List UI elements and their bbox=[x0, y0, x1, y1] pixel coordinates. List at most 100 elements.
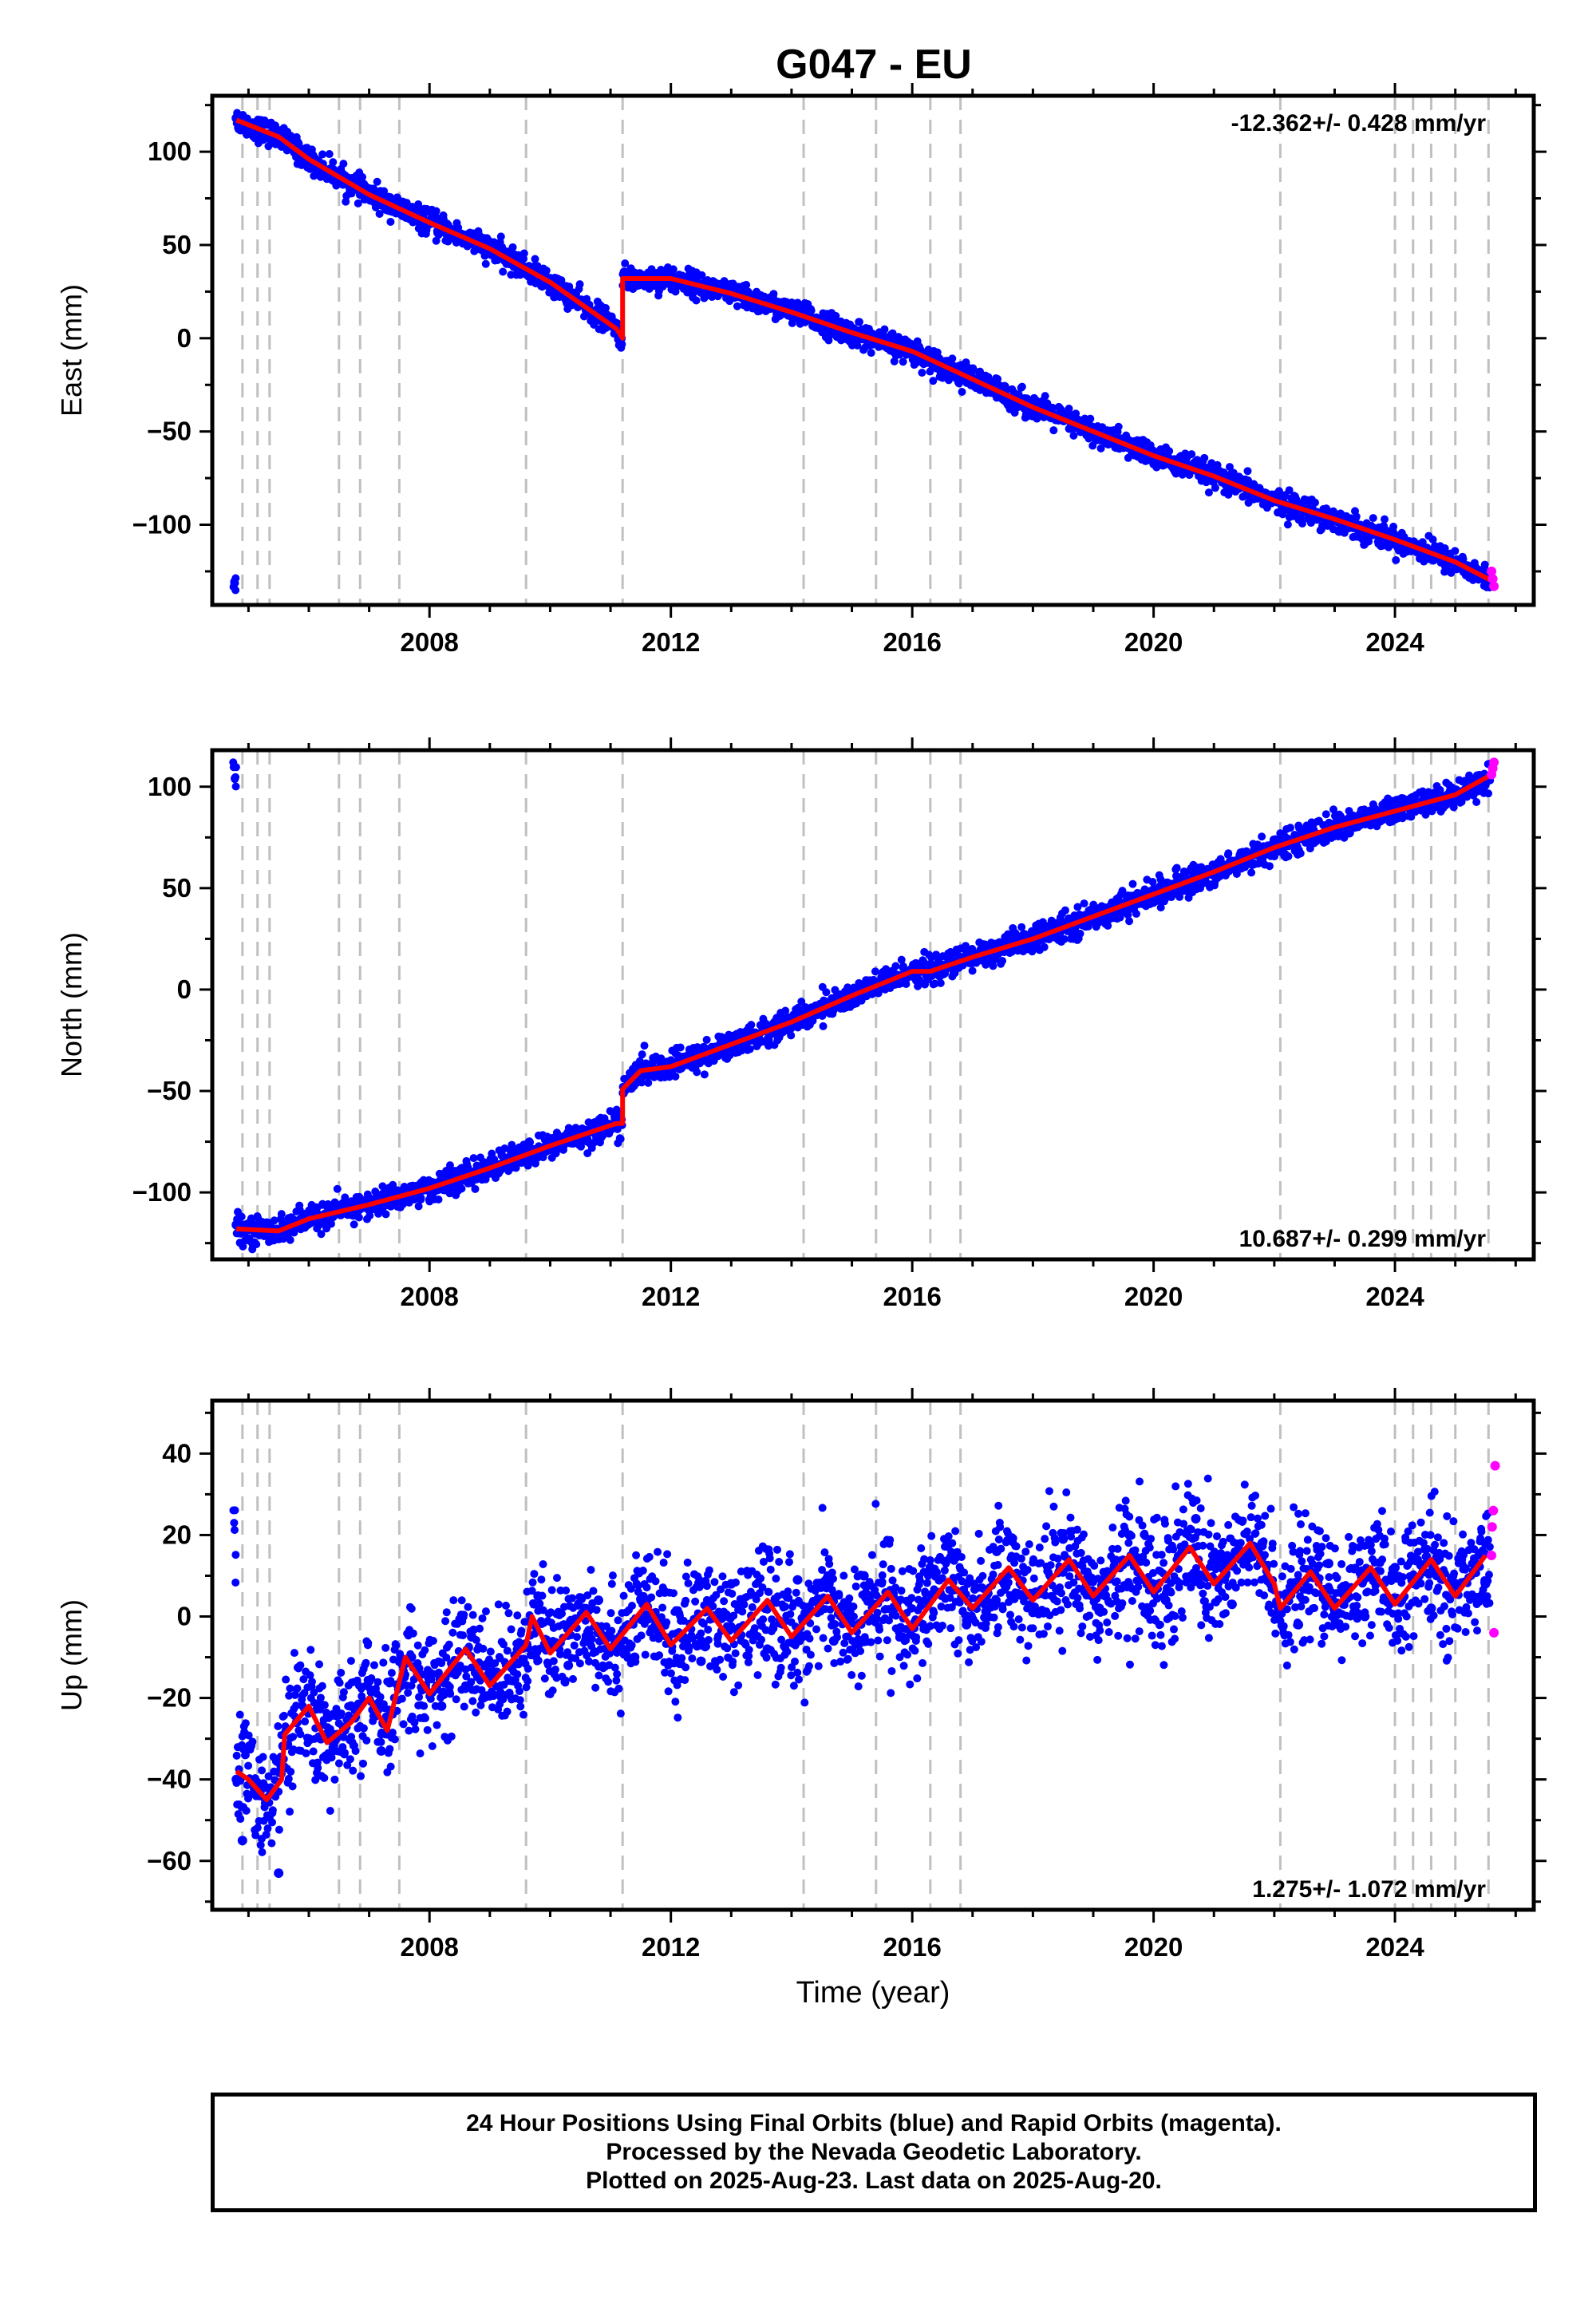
final-point bbox=[1124, 1530, 1135, 1540]
rapid-point bbox=[1489, 1627, 1499, 1638]
x-tick-label: 2008 bbox=[401, 1932, 459, 1962]
final-point bbox=[1294, 1619, 1304, 1630]
y-tick-label: −60 bbox=[147, 1846, 192, 1875]
x-tick-label: 2012 bbox=[642, 627, 700, 657]
final-point bbox=[231, 1774, 242, 1784]
x-tick-label: 2012 bbox=[642, 1932, 700, 1962]
plot-frame-north bbox=[210, 748, 1536, 1262]
y-tick-label: −50 bbox=[147, 1076, 192, 1105]
final-point bbox=[1094, 1603, 1104, 1614]
rapid-point bbox=[1490, 1460, 1500, 1471]
y-tick-label: −100 bbox=[132, 1177, 192, 1207]
y-axis-label-north: North (mm) bbox=[55, 932, 88, 1077]
final-point bbox=[1360, 1611, 1370, 1622]
final-point bbox=[1390, 1563, 1400, 1573]
x-tick-label: 2016 bbox=[883, 1932, 941, 1962]
x-tick-label: 2016 bbox=[883, 627, 941, 657]
y-tick-label: −40 bbox=[147, 1765, 192, 1794]
x-tick-label: 2020 bbox=[1124, 627, 1183, 657]
final-point bbox=[925, 1563, 935, 1573]
rapid-point bbox=[1487, 1522, 1497, 1532]
final-point bbox=[1191, 1514, 1201, 1524]
chart-title: G047 - EU bbox=[776, 41, 972, 88]
y-axis-label-east: East (mm) bbox=[55, 284, 88, 417]
x-tick-label: 2008 bbox=[401, 1282, 459, 1311]
x-tick-label: 2012 bbox=[642, 1282, 700, 1311]
final-point bbox=[437, 1701, 447, 1711]
y-tick-label: 100 bbox=[148, 136, 192, 166]
rate-label-up: 1.275+/- 1.072 mm/yr bbox=[1252, 1876, 1486, 1903]
panels: 100 50 0 −50 −100 2008 2012 2016 2020 2024 East (m… bbox=[55, 83, 1547, 2010]
data-cloud-east bbox=[229, 109, 1494, 595]
final-point bbox=[726, 1579, 737, 1589]
final-point bbox=[1257, 1538, 1267, 1548]
final-point bbox=[895, 1632, 906, 1642]
final-point bbox=[1028, 1607, 1038, 1618]
final-point bbox=[1323, 1559, 1333, 1569]
x-tick-label: 2016 bbox=[883, 1282, 941, 1311]
final-point bbox=[376, 1745, 386, 1756]
final-point bbox=[992, 1546, 1002, 1556]
x-tick-label: 2020 bbox=[1124, 1282, 1183, 1311]
rapid-point bbox=[1489, 581, 1499, 591]
plot-area-north bbox=[229, 750, 1499, 1259]
final-point bbox=[274, 1868, 284, 1879]
model-line-east bbox=[235, 117, 1493, 583]
rate-label-east: -12.362+/- 0.428 mm/yr bbox=[1231, 110, 1487, 136]
final-point bbox=[1480, 1579, 1491, 1589]
rate-label-north: 10.687+/- 0.299 mm/yr bbox=[1239, 1226, 1487, 1252]
final-point bbox=[762, 1644, 772, 1654]
y-tick-label: −20 bbox=[147, 1683, 192, 1713]
x-tick-label: 2024 bbox=[1365, 1282, 1424, 1311]
y-tick-label: 50 bbox=[162, 873, 192, 903]
y-tick-label: 0 bbox=[177, 1602, 192, 1631]
rapid-point bbox=[1487, 566, 1497, 576]
footer-line-2: Processed by the Nevada Geodetic Laborat… bbox=[606, 2139, 1142, 2165]
plot-area-up bbox=[229, 1401, 1500, 1910]
final-point bbox=[792, 1575, 803, 1585]
final-point bbox=[533, 1591, 543, 1601]
panel-up: 40 20 0 −20 −40 −60 2008 2012 2016 2020 2024 Up (mm… bbox=[55, 1388, 1547, 2010]
model-line-up bbox=[235, 1540, 1487, 1803]
final-point bbox=[593, 1595, 603, 1606]
final-point bbox=[1456, 1555, 1467, 1565]
final-point bbox=[630, 1652, 640, 1662]
final-point bbox=[496, 1693, 507, 1703]
y-tick-label: 50 bbox=[162, 230, 192, 259]
rapid-point bbox=[1488, 1505, 1499, 1516]
final-point bbox=[1058, 1534, 1069, 1544]
final-point bbox=[696, 1656, 706, 1666]
panel-north: 100 50 0 −50 −100 2008 2012 2016 2020 2024 North (… bbox=[55, 737, 1547, 1311]
plot-frame-up bbox=[210, 1398, 1536, 1912]
y-tick-label: 0 bbox=[177, 974, 192, 1004]
plot-area-east bbox=[229, 96, 1499, 605]
final-point bbox=[962, 1619, 972, 1630]
rapid-point bbox=[1487, 1550, 1497, 1560]
final-point bbox=[859, 1571, 869, 1581]
final-point bbox=[828, 1636, 839, 1646]
y-tick-label: 0 bbox=[177, 323, 192, 353]
final-point bbox=[346, 1701, 356, 1711]
x-tick-label: 2008 bbox=[401, 627, 459, 657]
footer-box: 24 Hour Positions Using Final Orbits (bl… bbox=[211, 2093, 1537, 2212]
x-tick-label: 2024 bbox=[1365, 627, 1424, 657]
model-line-north bbox=[236, 772, 1493, 1234]
final-point bbox=[660, 1587, 670, 1597]
rapid-point bbox=[1489, 757, 1499, 768]
rapid-point bbox=[1487, 574, 1498, 584]
y-tick-label: −50 bbox=[147, 417, 192, 446]
y-tick-label: 20 bbox=[162, 1520, 192, 1549]
x-tick-label: 2024 bbox=[1365, 1932, 1424, 1962]
footer-line-1: 24 Hour Positions Using Final Orbits (bl… bbox=[466, 2110, 1282, 2136]
y-tick-label: 40 bbox=[162, 1438, 192, 1468]
y-tick-label: −100 bbox=[132, 510, 192, 539]
y-axis-label-up: Up (mm) bbox=[55, 1599, 88, 1711]
final-point bbox=[877, 972, 887, 982]
x-axis-label: Time (year) bbox=[796, 1976, 950, 2010]
final-point bbox=[237, 1836, 247, 1846]
x-tick-label: 2020 bbox=[1124, 1932, 1183, 1962]
final-point bbox=[467, 1632, 477, 1642]
footer-line-3: Plotted on 2025-Aug-23. Last data on 202… bbox=[586, 2168, 1162, 2194]
final-point bbox=[1227, 1599, 1237, 1610]
